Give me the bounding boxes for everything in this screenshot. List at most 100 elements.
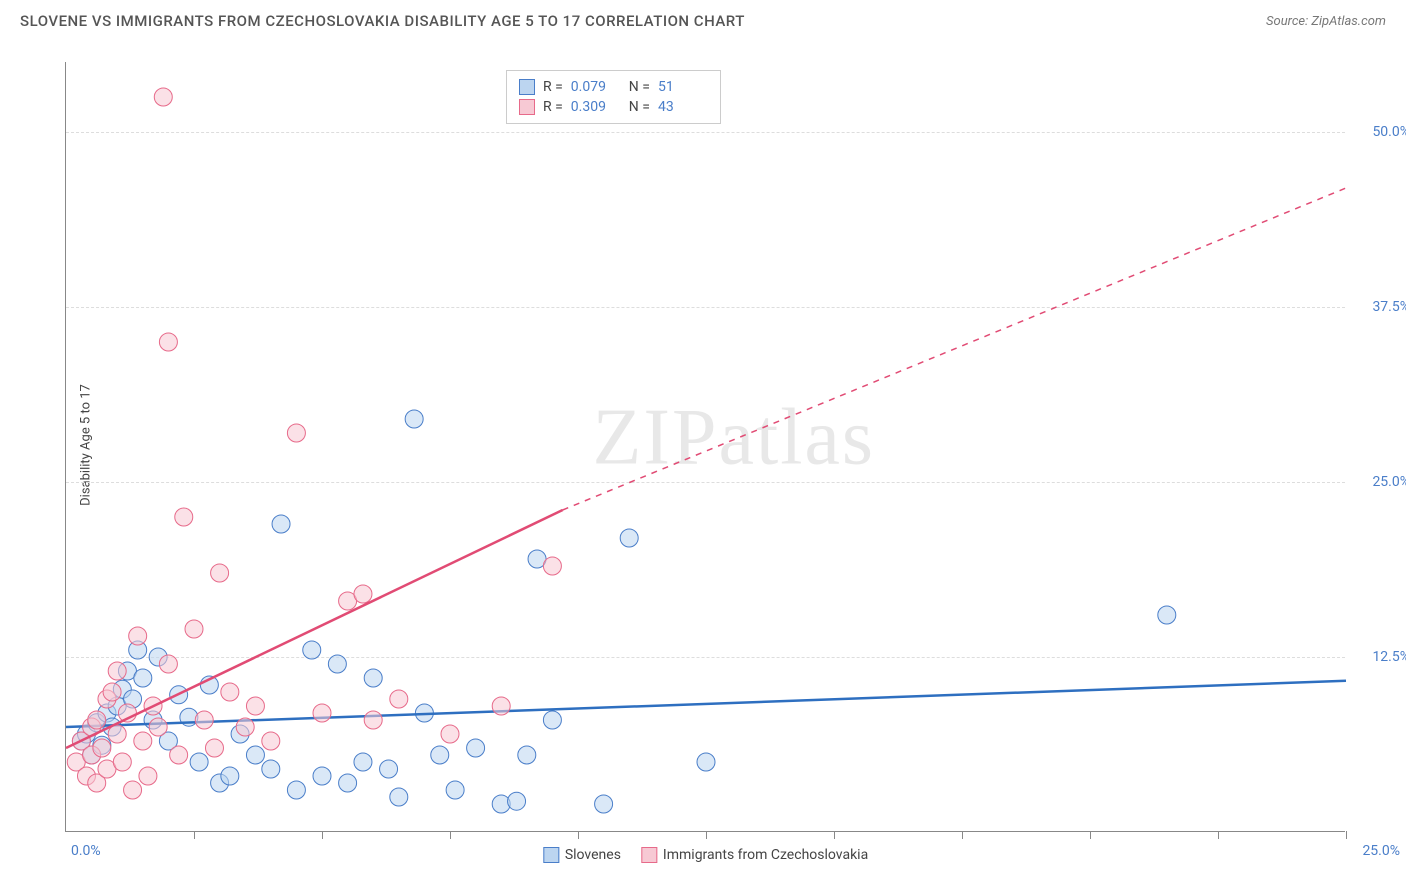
plot-region: ZIPatlas R =0.079N =51R =0.309N =43 0.0%… — [65, 62, 1345, 832]
x-tick — [194, 831, 195, 839]
data-point — [108, 662, 126, 680]
data-point — [129, 627, 147, 645]
data-point — [246, 746, 264, 764]
data-point — [287, 781, 305, 799]
chart-title: SLOVENE VS IMMIGRANTS FROM CZECHOSLOVAKI… — [20, 12, 745, 30]
data-point — [205, 739, 223, 757]
y-tick-label: 50.0% — [1372, 124, 1406, 140]
trend-line-dashed — [563, 188, 1346, 510]
data-point — [159, 655, 177, 673]
n-value: 43 — [658, 99, 708, 115]
series-legend-item: Immigrants from Czechoslovakia — [641, 847, 868, 863]
r-value: 0.079 — [571, 79, 621, 95]
data-point — [221, 683, 239, 701]
data-point — [543, 711, 561, 729]
data-point — [287, 424, 305, 442]
x-tick — [706, 831, 707, 839]
data-point — [211, 564, 229, 582]
x-max-label: 25.0% — [1362, 843, 1400, 859]
data-point — [93, 739, 111, 757]
data-point — [380, 760, 398, 778]
data-point — [595, 795, 613, 813]
y-tick-label: 37.5% — [1372, 299, 1406, 315]
data-point — [339, 774, 357, 792]
x-origin-label: 0.0% — [71, 843, 101, 859]
data-point — [390, 690, 408, 708]
legend-swatch — [543, 847, 559, 863]
data-point — [492, 697, 510, 715]
y-tick-label: 12.5% — [1372, 649, 1406, 665]
x-tick — [1218, 831, 1219, 839]
legend-row: R = 0.079 N = 51 — [519, 77, 708, 97]
r-value: 0.309 — [571, 99, 621, 115]
r-label: R = — [543, 99, 563, 115]
data-point — [441, 725, 459, 743]
chart-source: Source: ZipAtlas.com — [1266, 14, 1386, 29]
data-point — [190, 753, 208, 771]
data-point — [467, 739, 485, 757]
data-point — [262, 760, 280, 778]
x-tick — [962, 831, 963, 839]
data-point — [113, 753, 131, 771]
data-point — [103, 683, 121, 701]
data-point — [149, 718, 167, 736]
data-point — [134, 669, 152, 687]
data-point — [405, 410, 423, 428]
x-tick — [834, 831, 835, 839]
legend-swatch — [519, 79, 535, 95]
data-point — [543, 557, 561, 575]
x-tick — [578, 831, 579, 839]
chart-header: SLOVENE VS IMMIGRANTS FROM CZECHOSLOVAKI… — [0, 0, 1406, 38]
data-point — [154, 88, 172, 106]
data-point — [170, 746, 188, 764]
data-point — [313, 704, 331, 722]
series-label: Slovenes — [565, 847, 621, 863]
data-point — [88, 711, 106, 729]
legend-swatch — [519, 99, 535, 115]
data-point — [364, 669, 382, 687]
data-point — [508, 792, 526, 810]
legend-row: R = 0.309 N = 43 — [519, 97, 708, 117]
legend-swatch — [641, 847, 657, 863]
n-label: N = — [629, 99, 650, 115]
data-point — [1158, 606, 1176, 624]
data-point — [159, 333, 177, 351]
data-point — [620, 529, 638, 547]
data-point — [124, 781, 142, 799]
data-point — [446, 781, 464, 799]
data-point — [354, 753, 372, 771]
data-point — [390, 788, 408, 806]
data-point — [303, 641, 321, 659]
series-legend-item: Slovenes — [543, 847, 621, 863]
data-point — [431, 746, 449, 764]
series-label: Immigrants from Czechoslovakia — [663, 847, 868, 863]
data-point — [185, 620, 203, 638]
x-tick — [322, 831, 323, 839]
data-point — [313, 767, 331, 785]
n-value: 51 — [658, 79, 708, 95]
data-point — [139, 767, 157, 785]
n-label: N = — [629, 79, 650, 95]
data-point — [134, 732, 152, 750]
data-point — [221, 767, 239, 785]
x-tick — [1090, 831, 1091, 839]
data-point — [364, 711, 382, 729]
data-point — [195, 711, 213, 729]
data-point — [272, 515, 290, 533]
data-point — [697, 753, 715, 771]
x-tick — [450, 831, 451, 839]
data-point — [518, 746, 536, 764]
data-point — [246, 697, 264, 715]
data-point — [328, 655, 346, 673]
chart-area: Disability Age 5 to 17 ZIPatlas R =0.079… — [55, 50, 1385, 840]
series-legend: Slovenes Immigrants from Czechoslovakia — [543, 847, 868, 863]
scatter-svg — [66, 62, 1345, 831]
data-point — [262, 732, 280, 750]
correlation-legend: R = 0.079 N = 51 R = 0.309 N = 43 — [506, 70, 721, 124]
data-point — [175, 508, 193, 526]
data-point — [236, 718, 254, 736]
data-point — [354, 585, 372, 603]
y-tick-label: 25.0% — [1372, 474, 1406, 490]
r-label: R = — [543, 79, 563, 95]
x-tick — [1346, 831, 1347, 839]
